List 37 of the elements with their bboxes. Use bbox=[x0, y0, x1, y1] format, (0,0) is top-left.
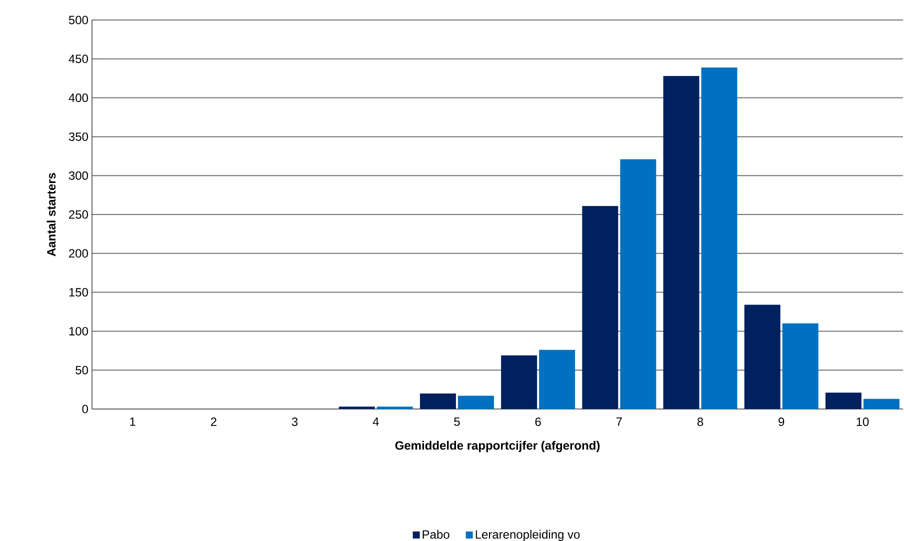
y-tick-label: 200 bbox=[69, 249, 88, 258]
y-tick-label: 0 bbox=[82, 404, 88, 414]
y-tick-label: 100 bbox=[69, 326, 88, 336]
bar bbox=[744, 304, 780, 409]
y-tick-label: 300 bbox=[68, 171, 88, 180]
bar bbox=[420, 393, 456, 409]
x-tick-label: 4 bbox=[372, 418, 379, 426]
x-tick-label: 6 bbox=[535, 418, 541, 426]
y-tick-label: 250 bbox=[69, 210, 88, 219]
y-tick-label: 50 bbox=[76, 366, 88, 374]
bar bbox=[501, 355, 538, 409]
y-tick-label: 350 bbox=[68, 132, 88, 141]
bar bbox=[620, 159, 656, 409]
y-axis-title: Aantal starters bbox=[46, 172, 56, 256]
y-tick-label: 400 bbox=[68, 94, 88, 102]
bar bbox=[539, 350, 576, 409]
x-tick-label: 9 bbox=[778, 418, 784, 426]
y-tick-label: 500 bbox=[68, 16, 88, 24]
legend-label: Lerarenopleiding vo bbox=[476, 530, 580, 541]
x-tick-label: 1 bbox=[130, 418, 136, 426]
bar bbox=[582, 206, 618, 409]
x-tick-label: 7 bbox=[616, 418, 622, 426]
x-tick-label: 5 bbox=[454, 418, 460, 426]
bar bbox=[663, 76, 700, 409]
x-tick-label: 10 bbox=[856, 418, 869, 426]
x-axis-title: Gemiddelde rapportcijfer (afgerond) bbox=[395, 440, 600, 452]
bar bbox=[458, 396, 494, 409]
y-tick-label: 150 bbox=[69, 288, 88, 297]
y-tick-label: 450 bbox=[68, 54, 88, 64]
legend-label: Pabo bbox=[422, 530, 450, 539]
x-tick-label: 8 bbox=[697, 418, 704, 426]
bar bbox=[782, 323, 818, 409]
x-tick-label: 3 bbox=[292, 418, 298, 426]
bar bbox=[825, 392, 862, 409]
x-tick-label: 2 bbox=[210, 418, 216, 426]
bar bbox=[701, 67, 738, 409]
bar bbox=[863, 398, 900, 409]
